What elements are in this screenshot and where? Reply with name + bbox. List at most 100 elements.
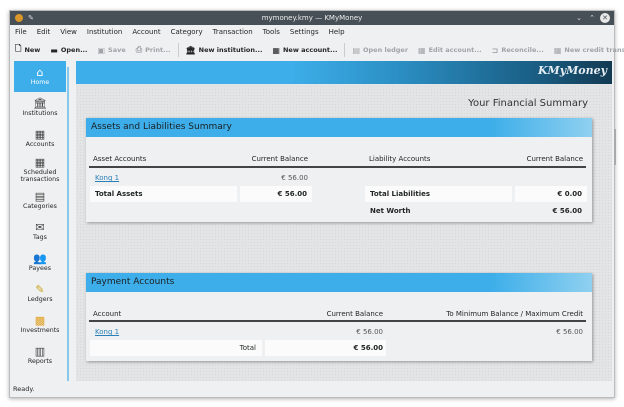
- open-button[interactable]: ▬ Open...: [45, 46, 92, 55]
- net-worth-value: € 56.00: [552, 207, 582, 215]
- total-value-cell: [265, 340, 386, 356]
- sidebar-label: Reports: [27, 358, 53, 365]
- sidebar-label: Tags: [33, 234, 47, 241]
- reports-icon: ▥: [34, 345, 46, 358]
- save-button[interactable]: ▣ Save: [92, 46, 130, 55]
- menu-view[interactable]: View: [60, 28, 77, 36]
- window-title: mymoney.kmy — KMyMoney: [261, 14, 363, 22]
- content-scrollbar[interactable]: [614, 129, 616, 165]
- close-icon[interactable]: ✕: [600, 13, 610, 23]
- credit-transfer-icon: ▦: [553, 45, 562, 55]
- new-button[interactable]: 🗋 New: [10, 43, 45, 57]
- edit-account-label: Edit account...: [428, 46, 482, 54]
- total-assets-value: € 56.00: [277, 190, 307, 198]
- home-icon: ⌂: [36, 66, 44, 79]
- sidebar-label: Ledgers: [27, 296, 53, 303]
- net-worth-label: Net Worth: [370, 207, 411, 215]
- sidebar: ⌂ Home 🏛 Institutions ▦ Accounts ▦ Scheduled…: [14, 61, 66, 383]
- panel-header: Payment Accounts: [86, 273, 592, 292]
- sidebar-item-ledgers[interactable]: ✎ Ledgers: [14, 278, 66, 309]
- sidebar-scrollbar[interactable]: [67, 67, 69, 381]
- app-icon: [15, 14, 23, 22]
- sidebar-label: Accounts: [25, 141, 55, 148]
- ledger-icon: ▤: [352, 45, 360, 55]
- toolbar-separator: [177, 43, 179, 57]
- total-cell: [90, 340, 262, 356]
- institution-icon: 🏛: [185, 45, 196, 55]
- reconcile-button[interactable]: ⊐ Reconcile...: [487, 46, 549, 55]
- open-ledger-label: Open ledger: [363, 46, 409, 54]
- folder-open-icon: ▬: [50, 45, 58, 55]
- institution-icon: 🏛: [33, 97, 47, 110]
- menu-institution[interactable]: Institution: [86, 28, 123, 36]
- sidebar-item-categories[interactable]: ▤ Categories: [14, 185, 66, 216]
- total-assets-label: Total Assets: [95, 190, 143, 198]
- new-account-button[interactable]: ▦ New account...: [267, 46, 342, 55]
- menu-account[interactable]: Account: [132, 28, 161, 36]
- maximize-icon[interactable]: ⌃: [589, 14, 595, 22]
- summary-title: Your Financial Summary: [468, 98, 588, 109]
- home-view: KMyMoney Your Financial Summary Assets a…: [76, 61, 612, 381]
- account-header: Account: [93, 310, 122, 318]
- ledger-icon: ✎: [35, 283, 45, 296]
- sidebar-item-institutions[interactable]: 🏛 Institutions: [14, 92, 66, 123]
- new-account-label: New account...: [282, 46, 338, 54]
- total-assets-value-cell: [240, 186, 312, 202]
- toolbar: 🗋 New ▬ Open... ▣ Save ⎙ Print... 🏛 New insti…: [10, 41, 624, 59]
- menu-settings[interactable]: Settings: [289, 28, 319, 36]
- sidebar-item-home[interactable]: ⌂ Home: [14, 61, 66, 92]
- new-institution-button[interactable]: 🏛 New institution...: [181, 46, 268, 55]
- menu-category[interactable]: Category: [170, 28, 203, 36]
- header-rule: [89, 166, 586, 168]
- title-bar: ✎ mymoney.kmy — KMyMoney ⌄ ⌃ ✕: [10, 11, 614, 25]
- new-credit-transfer-button[interactable]: ▦New credit transfer: [549, 46, 624, 55]
- print-button[interactable]: ⎙ Print...: [131, 45, 176, 55]
- menu-help[interactable]: Help: [328, 28, 345, 36]
- pin-icon[interactable]: ✎: [28, 14, 34, 22]
- reconcile-icon: ⊐: [491, 45, 499, 55]
- total-liabilities-label: Total Liabilities: [370, 190, 431, 198]
- current-balance-header: Current Balance: [326, 310, 383, 318]
- menu-file[interactable]: File: [15, 28, 27, 36]
- status-bar: Ready.: [13, 385, 35, 393]
- account-link-kong-1[interactable]: Kong 1: [95, 174, 120, 182]
- menu-edit[interactable]: Edit: [36, 28, 51, 36]
- app-window: ✎ mymoney.kmy — KMyMoney ⌄ ⌃ ✕ File Edit…: [9, 10, 624, 398]
- menu-transaction[interactable]: Transaction: [212, 28, 253, 36]
- sidebar-item-scheduled[interactable]: ▦ Scheduled transactions: [14, 154, 66, 185]
- new-label: New: [24, 46, 41, 54]
- print-icon: ⎙: [135, 45, 143, 54]
- print-label: Print...: [145, 46, 171, 54]
- edit-account-icon: ▦: [418, 45, 426, 55]
- categories-icon: ▤: [34, 190, 46, 203]
- asset-balance-header: Current Balance: [251, 155, 308, 163]
- total-assets-cell: [90, 186, 237, 202]
- total-label: Total: [239, 344, 256, 352]
- open-label: Open...: [60, 46, 88, 54]
- calendar-icon: ▦: [34, 155, 46, 169]
- total-liabilities-cell: [365, 186, 512, 202]
- sidebar-item-tags[interactable]: ✉ Tags: [14, 216, 66, 247]
- sidebar-item-payees[interactable]: 👥 Payees: [14, 247, 66, 278]
- save-label: Save: [108, 46, 126, 54]
- account-balance: € 56.00: [356, 328, 383, 336]
- kmymoney-logo: KMyMoney: [537, 64, 607, 77]
- minimize-icon[interactable]: ⌄: [576, 14, 582, 22]
- sidebar-label: Payees: [28, 265, 52, 272]
- menu-tools[interactable]: Tools: [262, 28, 280, 36]
- sidebar-label: Institutions: [22, 110, 58, 117]
- menu-bar: File Edit View Institution Account Categ…: [10, 26, 350, 38]
- edit-account-button[interactable]: ▦ Edit account...: [413, 46, 487, 55]
- sidebar-item-accounts[interactable]: ▦ Accounts: [14, 123, 66, 154]
- sidebar-item-investments[interactable]: ▩ Investments: [14, 309, 66, 340]
- new-file-icon: 🗋: [15, 44, 22, 53]
- account-icon: ▦: [272, 45, 280, 55]
- new-credit-transfer-label: New credit transfer: [564, 46, 624, 54]
- asset-accounts-header: Asset Accounts: [93, 155, 147, 163]
- min-balance-header: To Minimum Balance / Maximum Credit: [446, 310, 583, 318]
- open-ledger-button[interactable]: ▤ Open ledger: [347, 46, 413, 55]
- investments-icon: ▩: [34, 314, 46, 327]
- account-link-kong-1[interactable]: Kong 1: [95, 328, 120, 336]
- sidebar-item-reports[interactable]: ▥ Reports: [14, 340, 66, 371]
- accounts-icon: ▦: [34, 128, 46, 141]
